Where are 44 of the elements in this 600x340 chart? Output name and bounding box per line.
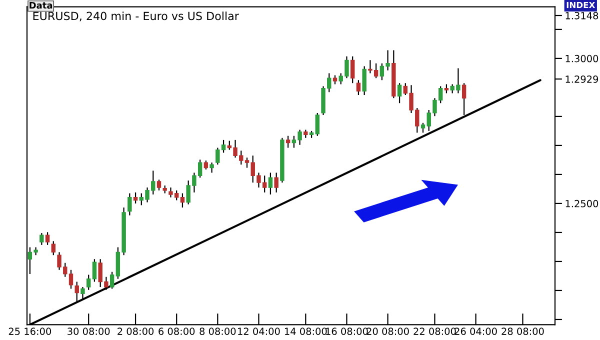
candlestick [286, 135, 290, 148]
x-tick-label: 14 08:00 [284, 328, 327, 336]
x-tick-label: 8 08:00 [200, 328, 236, 336]
annotation: Data [30, 2, 52, 9]
x-tick-label: 28 08:00 [502, 328, 544, 336]
chart-title: EURUSD, 240 min - Euro vs US Dollar [33, 12, 239, 22]
candlestick [86, 274, 91, 290]
x-tick-label: 6 08:00 [158, 328, 195, 336]
x-tick-label: 12 04:00 [238, 328, 280, 336]
candlestick [110, 271, 114, 290]
candlestick [45, 232, 50, 246]
candlestick [133, 192, 138, 204]
y-tick-label: 1.3000 [566, 54, 598, 62]
candlestick [268, 172, 273, 196]
x-tick-label: 26 04:00 [454, 328, 497, 336]
candlestick [128, 192, 132, 216]
text: INDEX [566, 2, 596, 8]
candlestick [462, 82, 466, 116]
candlestick [315, 112, 320, 136]
candlestick [274, 172, 278, 193]
x-tick-label: 2 08:00 [118, 328, 154, 336]
candlestick [210, 162, 214, 174]
candlestick [362, 66, 366, 96]
x-tick-label: 16 08:00 [326, 328, 368, 336]
y-tick-label: 1.2929 [566, 76, 598, 83]
candlestick [180, 192, 185, 208]
candlestick [350, 56, 355, 84]
candlestick [40, 232, 44, 246]
candlestick [244, 157, 250, 168]
candlestick [420, 122, 426, 134]
x-tick-label: 20 08:00 [366, 328, 409, 336]
candlestick [356, 80, 361, 96]
candlestick [397, 82, 402, 104]
candlestick [68, 269, 74, 290]
y-tick-label: 1.3148 [566, 12, 598, 20]
x-tick-label: 30 08:00 [68, 328, 110, 336]
candlestick [51, 240, 56, 256]
candlestick [156, 179, 162, 191]
candlestick [74, 281, 79, 304]
x-tick-label: 25 16:00 [8, 328, 52, 336]
x-tick-label: 22 08:00 [414, 328, 456, 336]
y-tick-label: 1.2500 [566, 200, 598, 208]
candlestick [80, 286, 85, 300]
candlestick [92, 258, 97, 282]
